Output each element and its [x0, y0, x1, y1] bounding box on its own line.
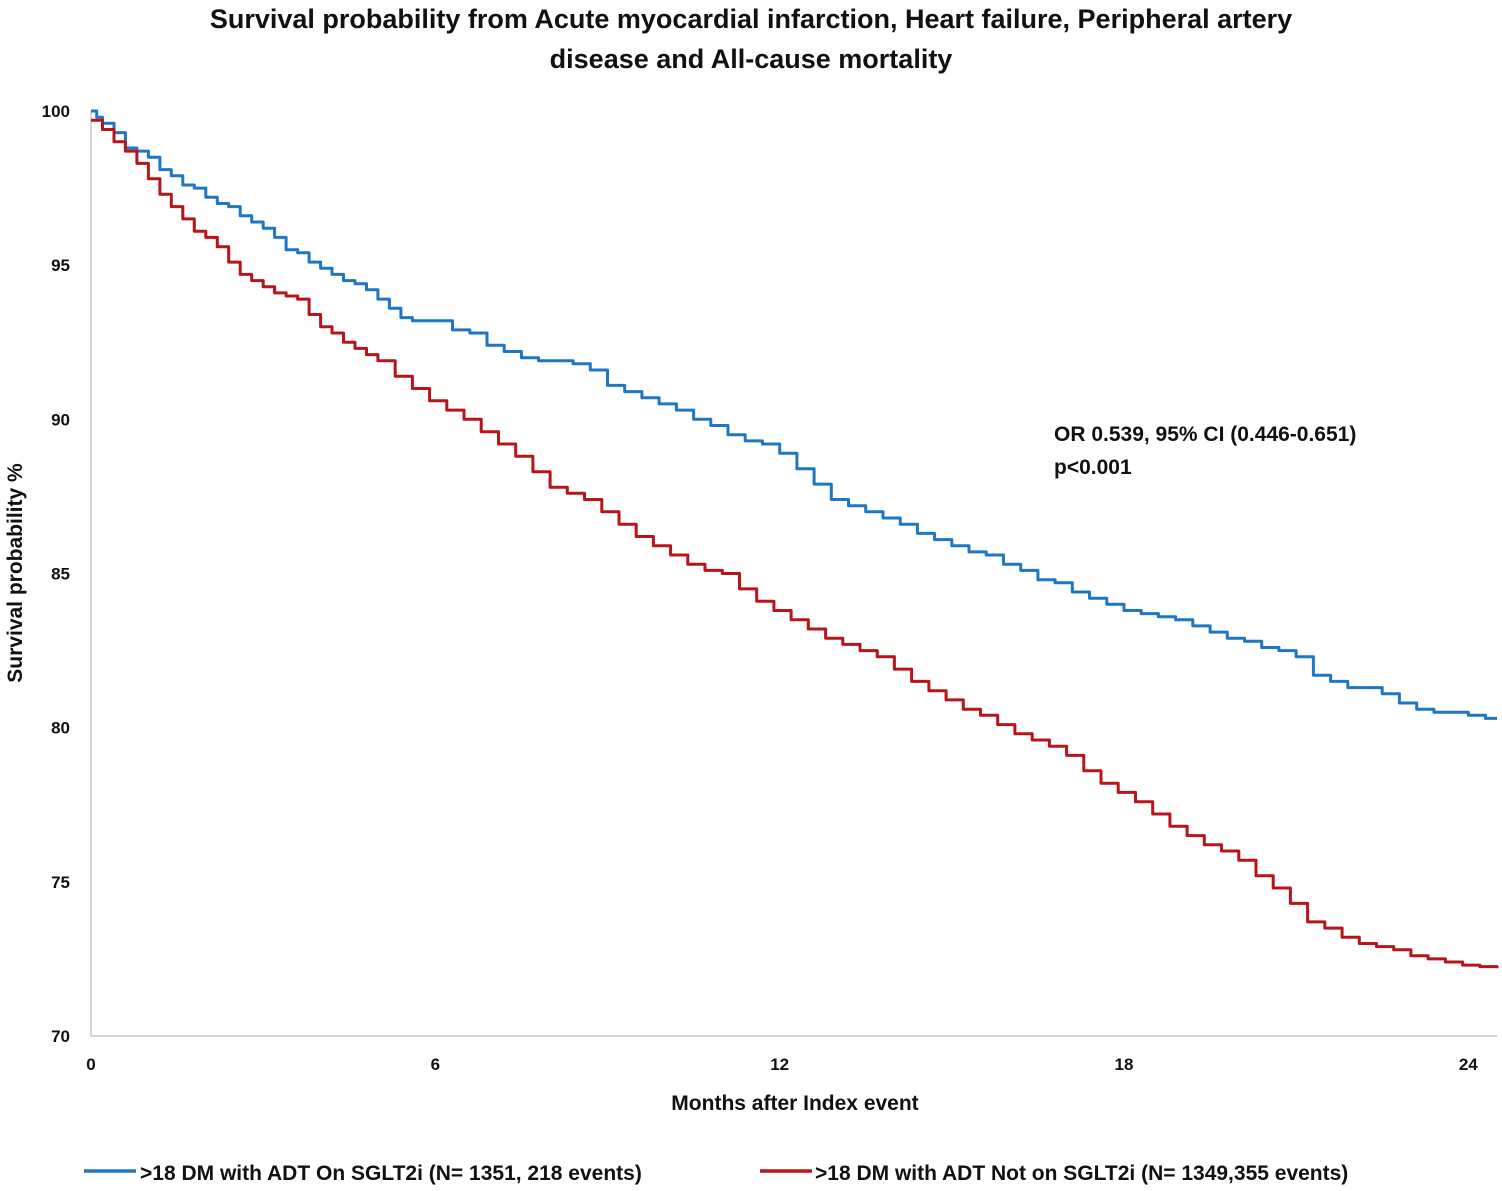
legend-item-not-on-sglt2i: >18 DM with ADT Not on SGLT2i (N= 1349,3… — [760, 1162, 1348, 1185]
y-tick-label: 70 — [51, 1027, 70, 1046]
x-tick-label: 24 — [1459, 1055, 1478, 1074]
x-tick-label: 0 — [86, 1055, 95, 1074]
chart-title: Survival probability from Acute myocardi… — [210, 4, 1292, 74]
y-tick-label: 95 — [51, 256, 70, 275]
annotation: OR 0.539, 95% CI (0.446-0.651) p<0.001 — [1054, 423, 1356, 479]
chart-title-line-1: Survival probability from Acute myocardi… — [210, 4, 1292, 34]
y-tick-label: 85 — [51, 565, 70, 584]
y-tick-label: 90 — [51, 410, 70, 429]
chart-title-line-2: disease and All-cause mortality — [550, 44, 953, 74]
p-value-annotation: p<0.001 — [1054, 456, 1132, 479]
series-line-on-sglt2i — [91, 109, 1497, 720]
y-tick-label: 75 — [51, 873, 70, 892]
x-axis-label: Months after Index event — [671, 1092, 918, 1115]
y-axis-label: Survival probability % — [4, 463, 27, 683]
x-tick-label: 12 — [770, 1055, 789, 1074]
legend-label-on-sglt2i: >18 DM with ADT On SGLT2i (N= 1351, 218 … — [140, 1162, 642, 1185]
y-tick-label: 100 — [42, 102, 70, 121]
odds-ratio-annotation: OR 0.539, 95% CI (0.446-0.651) — [1054, 423, 1356, 446]
y-tick-label: 80 — [51, 719, 70, 738]
legend-item-on-sglt2i: >18 DM with ADT On SGLT2i (N= 1351, 218 … — [84, 1162, 642, 1185]
series-layer — [91, 109, 1499, 969]
axes — [90, 111, 1497, 1037]
series-line-not-on-sglt2i — [91, 118, 1499, 969]
legend: >18 DM with ADT On SGLT2i (N= 1351, 218 … — [84, 1162, 1348, 1185]
x-tick-labels: 0 6 12 18 24 — [86, 1055, 1478, 1074]
y-tick-labels: 70 75 80 85 90 95 100 — [42, 102, 70, 1046]
x-tick-label: 18 — [1115, 1055, 1134, 1074]
legend-label-not-on-sglt2i: >18 DM with ADT Not on SGLT2i (N= 1349,3… — [815, 1162, 1348, 1185]
x-tick-label: 6 — [431, 1055, 440, 1074]
